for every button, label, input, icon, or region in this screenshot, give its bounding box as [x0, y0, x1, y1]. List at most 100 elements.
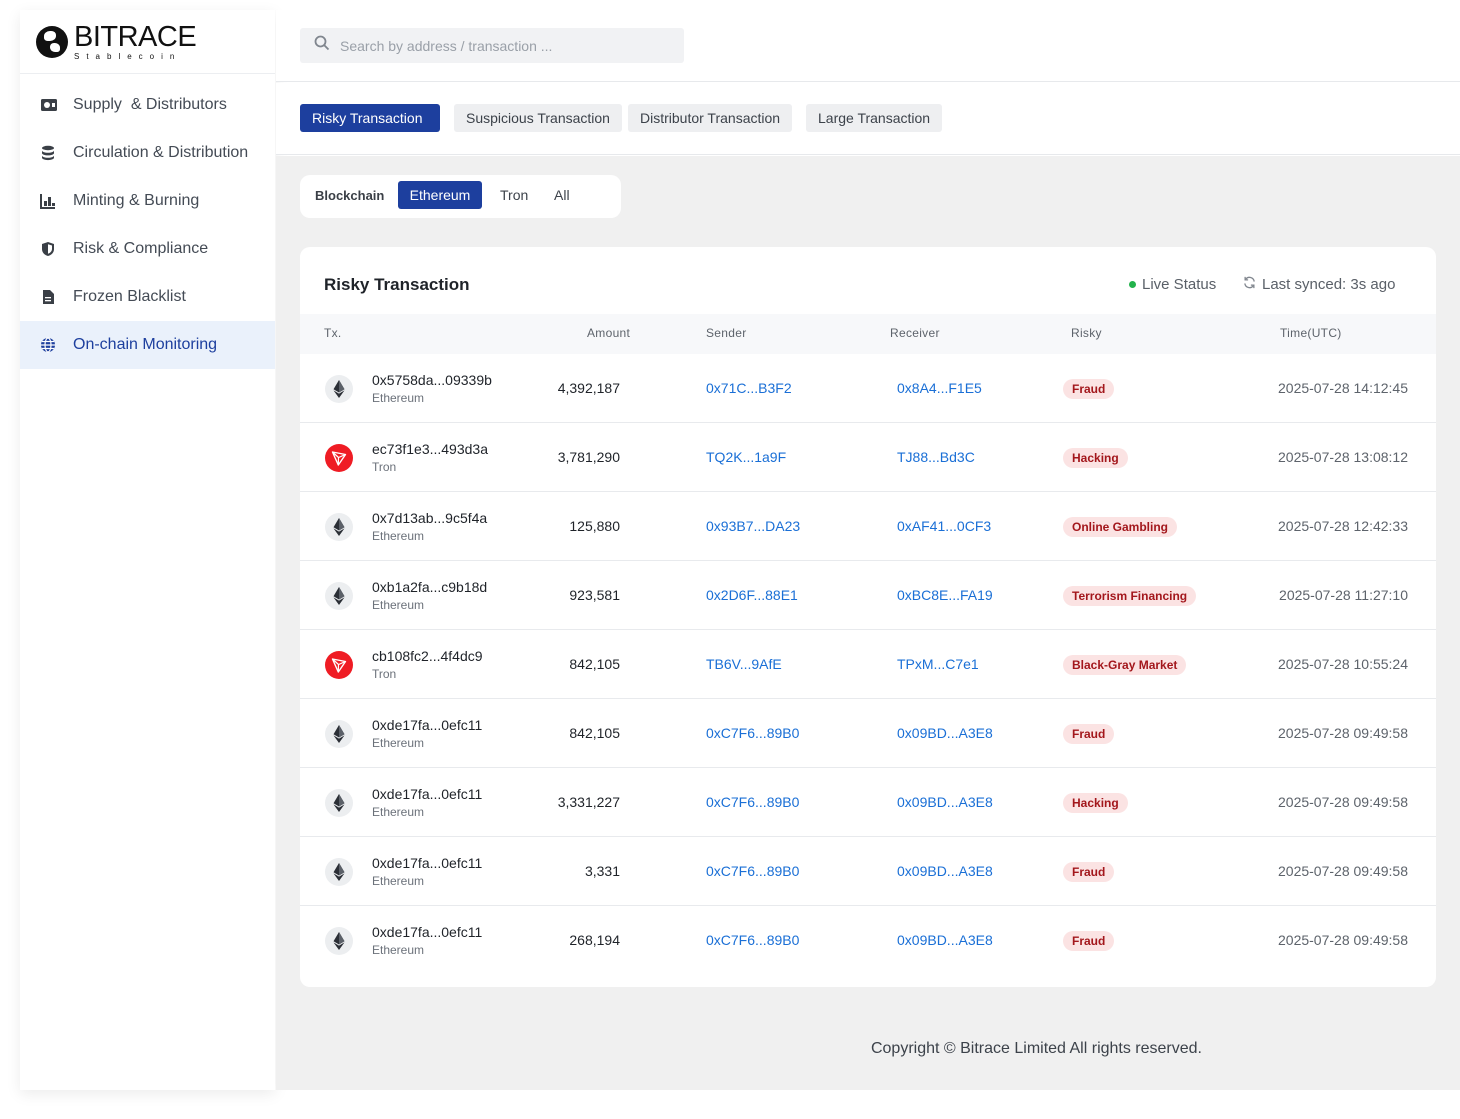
bar-chart-icon	[40, 193, 56, 209]
sidebar-item-minting[interactable]: Minting & Burning	[20, 177, 275, 225]
tx-hash[interactable]: 0xde17fa...0efc11	[372, 717, 483, 733]
sidebar-item-risk[interactable]: Risk & Compliance	[20, 225, 275, 273]
table-row[interactable]: cb108fc2...4f4dc9 Tron 842,105 TB6V...9A…	[300, 630, 1436, 699]
sidebar-item-onchain[interactable]: On-chain Monitoring	[20, 321, 275, 369]
tx-hash[interactable]: 0xb1a2fa...c9b18d	[372, 579, 488, 595]
tx-amount: 923,581	[569, 587, 620, 603]
th-time: Time(UTC)	[1280, 326, 1342, 340]
table-row[interactable]: 0xde17fa...0efc11 Ethereum 3,331 0xC7F6.…	[300, 837, 1436, 906]
tx-hash[interactable]: 0xde17fa...0efc11	[372, 786, 483, 802]
tx-hash[interactable]: 0xde17fa...0efc11	[372, 924, 483, 940]
tx-hash[interactable]: cb108fc2...4f4dc9	[372, 648, 483, 664]
live-status-label: Live Status	[1142, 276, 1217, 293]
receiver-link[interactable]: TPxM...C7e1	[897, 656, 979, 672]
logo[interactable]: BITRACE Stablecoin	[20, 10, 275, 74]
receiver-link[interactable]: 0x8A4...F1E5	[897, 380, 982, 396]
filter-ethereum[interactable]: Ethereum	[398, 181, 482, 209]
tx-chain: Ethereum	[372, 943, 425, 957]
table-row[interactable]: 0x5758da...09339b Ethereum 4,392,187 0x7…	[300, 354, 1436, 423]
sidebar-item-label: Risk & Compliance	[73, 240, 209, 257]
sender-link[interactable]: TQ2K...1a9F	[706, 449, 787, 465]
ethereum-icon	[325, 720, 353, 748]
ethereum-icon	[325, 375, 353, 403]
ethereum-icon	[325, 858, 353, 886]
filter-tron[interactable]: Tron	[500, 187, 529, 203]
receiver-link[interactable]: 0xBC8E...FA19	[897, 587, 993, 603]
sender-link[interactable]: 0x2D6F...88E1	[706, 587, 798, 603]
tx-chain: Ethereum	[372, 598, 425, 612]
tx-amount: 842,105	[569, 725, 620, 741]
sync-status[interactable]: Last synced: 3s ago	[1243, 276, 1395, 293]
tx-chain: Ethereum	[372, 874, 425, 888]
receiver-link[interactable]: 0x09BD...A3E8	[897, 725, 993, 741]
search-box[interactable]	[300, 28, 684, 63]
ethereum-icon	[325, 513, 353, 541]
brand-subtitle: Stablecoin	[74, 51, 182, 61]
table-row[interactable]: 0x7d13ab...9c5f4a Ethereum 125,880 0x93B…	[300, 492, 1436, 561]
tx-hash[interactable]: 0x5758da...09339b	[372, 372, 492, 388]
brand-name: BITRACE	[74, 20, 197, 53]
sender-link[interactable]: TB6V...9AfE	[706, 656, 782, 672]
tx-time: 2025-07-28 09:49:58	[1278, 794, 1408, 810]
tx-hash[interactable]: ec73f1e3...493d3a	[372, 441, 488, 457]
sidebar-item-label: Minting & Burning	[73, 192, 200, 209]
tx-amount: 3,331	[584, 863, 620, 879]
tx-time: 2025-07-28 12:42:33	[1278, 518, 1408, 534]
ethereum-icon	[325, 789, 353, 817]
th-sender: Sender	[706, 326, 747, 340]
receiver-link[interactable]: 0x09BD...A3E8	[897, 863, 993, 879]
th-tx: Tx.	[324, 326, 342, 340]
tx-amount: 3,781,290	[557, 449, 620, 465]
receiver-link[interactable]: 0xAF41...0CF3	[897, 518, 992, 534]
receiver-link[interactable]: 0x09BD...A3E8	[897, 932, 993, 948]
tron-icon	[325, 444, 353, 472]
sender-link[interactable]: 0xC7F6...89B0	[706, 863, 800, 879]
blockchain-filter: Blockchain Ethereum Tron All	[300, 175, 621, 218]
tx-chain: Tron	[372, 460, 397, 474]
sidebar: BITRACE Stablecoin Supply & Distributors…	[20, 10, 275, 1090]
tx-amount: 842,105	[569, 656, 620, 672]
tab-risky-transaction[interactable]: Risky Transaction	[300, 104, 440, 132]
tx-hash[interactable]: 0xde17fa...0efc11	[372, 855, 483, 871]
tx-time: 2025-07-28 09:49:58	[1278, 863, 1408, 879]
sender-link[interactable]: 0xC7F6...89B0	[706, 725, 800, 741]
topbar	[276, 10, 1460, 82]
tab-distributor-transaction[interactable]: Distributor Transaction	[628, 104, 793, 132]
risk-badge: Fraud	[1063, 931, 1115, 951]
tx-hash[interactable]: 0x7d13ab...9c5f4a	[372, 510, 488, 526]
table-row[interactable]: 0xde17fa...0efc11 Ethereum 268,194 0xC7F…	[300, 906, 1436, 975]
risk-badge: Fraud	[1063, 862, 1115, 882]
risk-badge: Hacking	[1063, 448, 1128, 468]
globe-icon	[40, 337, 56, 353]
table-row[interactable]: 0xde17fa...0efc11 Ethereum 3,331,227 0xC…	[300, 768, 1436, 837]
sidebar-item-frozen[interactable]: Frozen Blacklist	[20, 273, 275, 321]
sidebar-item-label: Circulation & Distribution	[73, 144, 249, 161]
filter-label: Blockchain	[315, 188, 385, 203]
live-dot-icon	[1129, 281, 1136, 288]
sidebar-item-circulation[interactable]: Circulation & Distribution	[20, 129, 275, 177]
ethereum-icon	[325, 927, 353, 955]
tab-large-transaction[interactable]: Large Transaction	[806, 104, 943, 132]
tx-chain: Tron	[372, 667, 397, 681]
filter-all[interactable]: All	[554, 187, 570, 203]
sender-link[interactable]: 0xC7F6...89B0	[706, 794, 800, 810]
tx-time: 2025-07-28 11:27:10	[1279, 587, 1408, 603]
sidebar-item-label: On-chain Monitoring	[73, 336, 218, 353]
sidebar-item-supply[interactable]: Supply & Distributors	[20, 81, 275, 129]
sender-link[interactable]: 0x71C...B3F2	[706, 380, 792, 396]
tab-bar: Risky Transaction Suspicious Transaction…	[276, 83, 1460, 155]
search-input[interactable]	[340, 37, 660, 54]
table-row[interactable]: 0xb1a2fa...c9b18d Ethereum 923,581 0x2D6…	[300, 561, 1436, 630]
tx-amount: 125,880	[569, 518, 620, 534]
table-row[interactable]: ec73f1e3...493d3a Tron 3,781,290 TQ2K...…	[300, 423, 1436, 492]
tab-suspicious-transaction[interactable]: Suspicious Transaction	[454, 104, 622, 132]
table-row[interactable]: 0xde17fa...0efc11 Ethereum 842,105 0xC7F…	[300, 699, 1436, 768]
sender-link[interactable]: 0xC7F6...89B0	[706, 932, 800, 948]
sender-link[interactable]: 0x93B7...DA23	[706, 518, 801, 534]
live-status: Live Status	[1129, 276, 1216, 293]
tx-chain: Ethereum	[372, 529, 425, 543]
receiver-link[interactable]: 0x09BD...A3E8	[897, 794, 993, 810]
risk-badge: Online Gambling	[1063, 517, 1178, 537]
shield-icon	[40, 241, 56, 257]
receiver-link[interactable]: TJ88...Bd3C	[897, 449, 975, 465]
